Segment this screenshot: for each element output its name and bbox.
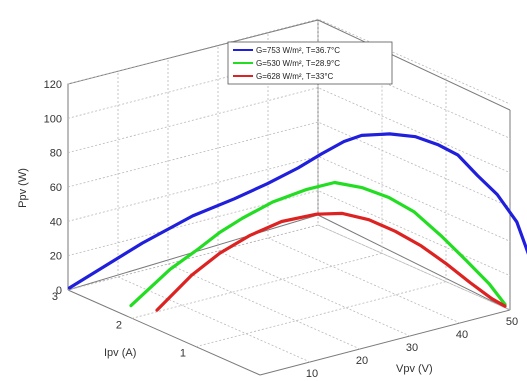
z-tick-label: 20 — [50, 251, 62, 263]
x-tick-label: 10 — [306, 368, 318, 380]
z-tick-label: 100 — [44, 113, 62, 125]
z-tick-label: 60 — [50, 182, 62, 194]
x-tick-label: 50 — [506, 316, 518, 328]
z-axis-title: Ppv (W) — [17, 168, 29, 208]
axis-titles: Ppv (W) Ipv (A) Vpv (V) — [17, 168, 433, 375]
z-tick-label: 40 — [50, 216, 62, 228]
series-line-2 — [157, 213, 505, 310]
x-axis-title: Vpv (V) — [396, 363, 433, 375]
legend-label-0: G=753 W/m², T=36.7°C — [256, 46, 340, 55]
legend-label-2: G=628 W/m², T=33°C — [256, 72, 334, 81]
grid-line-z-2 — [68, 156, 510, 241]
grid-line-x-0 — [118, 71, 310, 362]
grid-line-y-0 — [196, 76, 446, 347]
x-tick-label: 40 — [456, 329, 468, 341]
series-group — [70, 134, 527, 310]
tick-labels: 0204060801001201020304050123 — [44, 79, 518, 380]
x-tick-label: 20 — [356, 355, 368, 367]
floor-front-right-edge — [260, 310, 510, 375]
grid-line-x-2 — [218, 45, 410, 336]
y-tick-label: 3 — [52, 291, 58, 303]
legend: G=753 W/m², T=36.7°C G=530 W/m², T=28.9°… — [228, 42, 392, 84]
grid-line-z-4 — [68, 88, 510, 173]
y-axis-title: Ipv (A) — [104, 347, 136, 359]
y-tick-label: 1 — [180, 348, 186, 360]
y-tick-label: 2 — [116, 319, 122, 331]
grid-line-x-1 — [168, 58, 360, 349]
z-tick-label: 120 — [44, 79, 62, 91]
x-tick-label: 30 — [406, 342, 418, 354]
grid-line-z-3 — [68, 122, 510, 207]
z-tick-label: 80 — [50, 148, 62, 160]
legend-label-1: G=530 W/m², T=28.9°C — [256, 59, 340, 68]
